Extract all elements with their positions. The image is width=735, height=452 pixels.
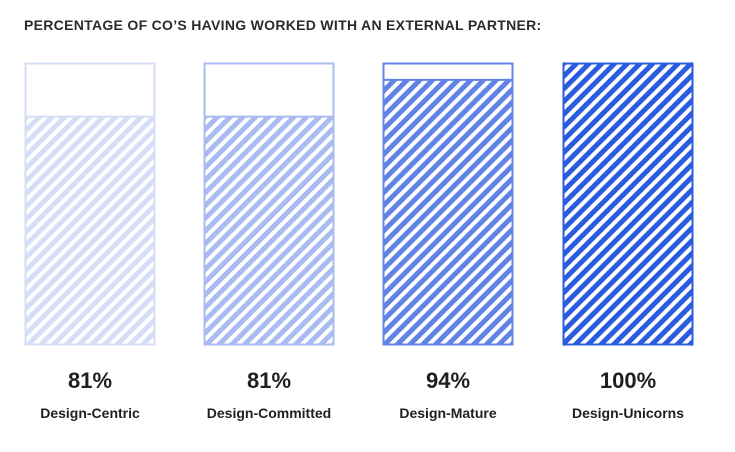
bar-design-mature	[384, 79, 512, 345]
category-label-design-centric: Design-Centric	[40, 405, 140, 421]
chart-title: PERCENTAGE OF CO’S HAVING WORKED WITH AN…	[24, 17, 542, 33]
category-label-design-committed: Design-Committed	[207, 405, 331, 421]
bar-design-committed	[205, 116, 333, 344]
bar-design-centric	[26, 116, 154, 344]
value-label-design-centric: 81%	[68, 368, 112, 393]
bars-group	[24, 62, 694, 346]
value-label-design-committed: 81%	[247, 368, 291, 393]
labels-group: 81% Design-Centric 81% Design-Committed 94% D…	[40, 368, 684, 421]
category-label-design-mature: Design-Mature	[399, 405, 496, 421]
category-label-design-unicorns: Design-Unicorns	[572, 405, 684, 421]
value-label-design-mature: 94%	[426, 368, 470, 393]
value-label-design-unicorns: 100%	[600, 368, 656, 393]
bar-design-unicorns	[564, 63, 692, 344]
